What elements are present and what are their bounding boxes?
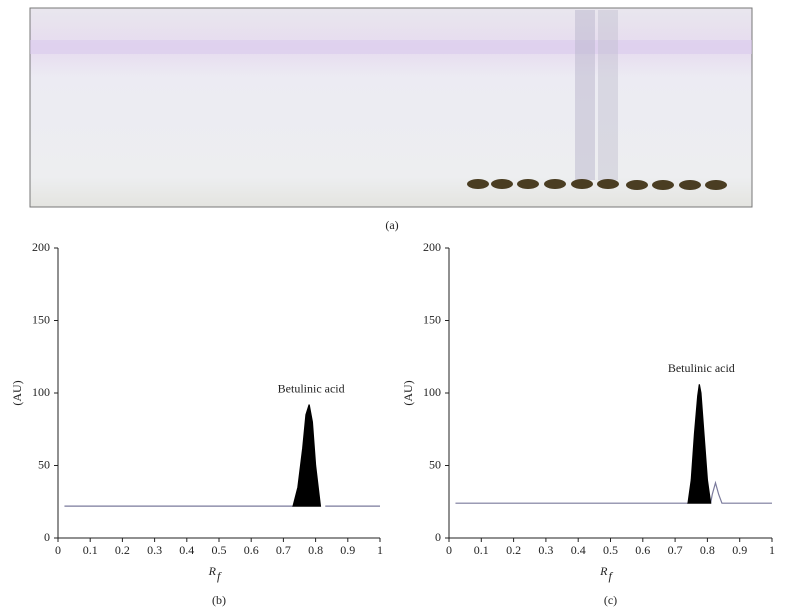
spot (679, 180, 701, 190)
spot (705, 180, 727, 190)
y-tick-label: 200 (32, 240, 50, 254)
spot (571, 179, 593, 189)
x-tick-label: 0.1 (83, 543, 98, 557)
x-tick-label: 0.3 (538, 543, 553, 557)
x-tick-label: 0.1 (474, 543, 489, 557)
spot (597, 179, 619, 189)
x-axis-label-sub: f (609, 569, 614, 583)
caption: (c) (604, 593, 617, 607)
lane (575, 10, 595, 180)
y-tick-label: 100 (32, 385, 50, 399)
plate-photo (29, 7, 753, 208)
x-tick-label: 0 (446, 543, 452, 557)
annotation: Betulinic acid (668, 361, 735, 375)
x-tick-label: 0.5 (603, 543, 618, 557)
x-tick-label: 0.7 (276, 543, 291, 557)
spot (544, 179, 566, 189)
x-tick-label: 0.6 (244, 543, 259, 557)
y-tick-label: 50 (38, 457, 50, 471)
x-tick-label: 1 (377, 543, 383, 557)
y-tick-label: 0 (44, 530, 50, 544)
y-tick-label: 100 (423, 385, 441, 399)
peak-area (292, 404, 322, 507)
x-axis-label: R (208, 564, 217, 578)
spot (491, 179, 513, 189)
caption: (a) (385, 218, 398, 232)
y-tick-label: 150 (423, 312, 441, 326)
x-tick-label: 0.2 (506, 543, 521, 557)
spot (467, 179, 489, 189)
x-axis-label: R (599, 564, 608, 578)
annotation: Betulinic acid (278, 381, 345, 395)
spot (517, 179, 539, 189)
y-tick-label: 50 (429, 457, 441, 471)
lane (598, 10, 618, 180)
spot (652, 180, 674, 190)
y-tick-label: 150 (32, 312, 50, 326)
y-axis-label: (AU) (10, 380, 24, 405)
y-tick-label: 0 (435, 530, 441, 544)
caption: (b) (212, 593, 226, 607)
y-axis-label: (AU) (401, 380, 415, 405)
x-tick-label: 0.7 (668, 543, 683, 557)
x-tick-label: 0.3 (147, 543, 162, 557)
spots (467, 179, 727, 190)
x-tick-label: 0.5 (212, 543, 227, 557)
x-tick-label: 0.9 (340, 543, 355, 557)
x-tick-label: 0.8 (308, 543, 323, 557)
x-tick-label: 0.9 (732, 543, 747, 557)
x-tick-label: 0.8 (700, 543, 715, 557)
x-tick-label: 1 (769, 543, 775, 557)
x-axis-label-sub: f (217, 569, 222, 583)
x-tick-label: 0.2 (115, 543, 130, 557)
solvent-front (30, 40, 752, 54)
trace-line (455, 480, 772, 504)
x-tick-label: 0 (55, 543, 61, 557)
x-tick-label: 0.4 (571, 543, 586, 557)
peak-area (687, 384, 712, 504)
x-tick-label: 0.4 (179, 543, 194, 557)
tlc-plate (29, 7, 753, 208)
spot (626, 180, 648, 190)
x-tick-label: 0.6 (635, 543, 650, 557)
y-tick-label: 200 (423, 240, 441, 254)
